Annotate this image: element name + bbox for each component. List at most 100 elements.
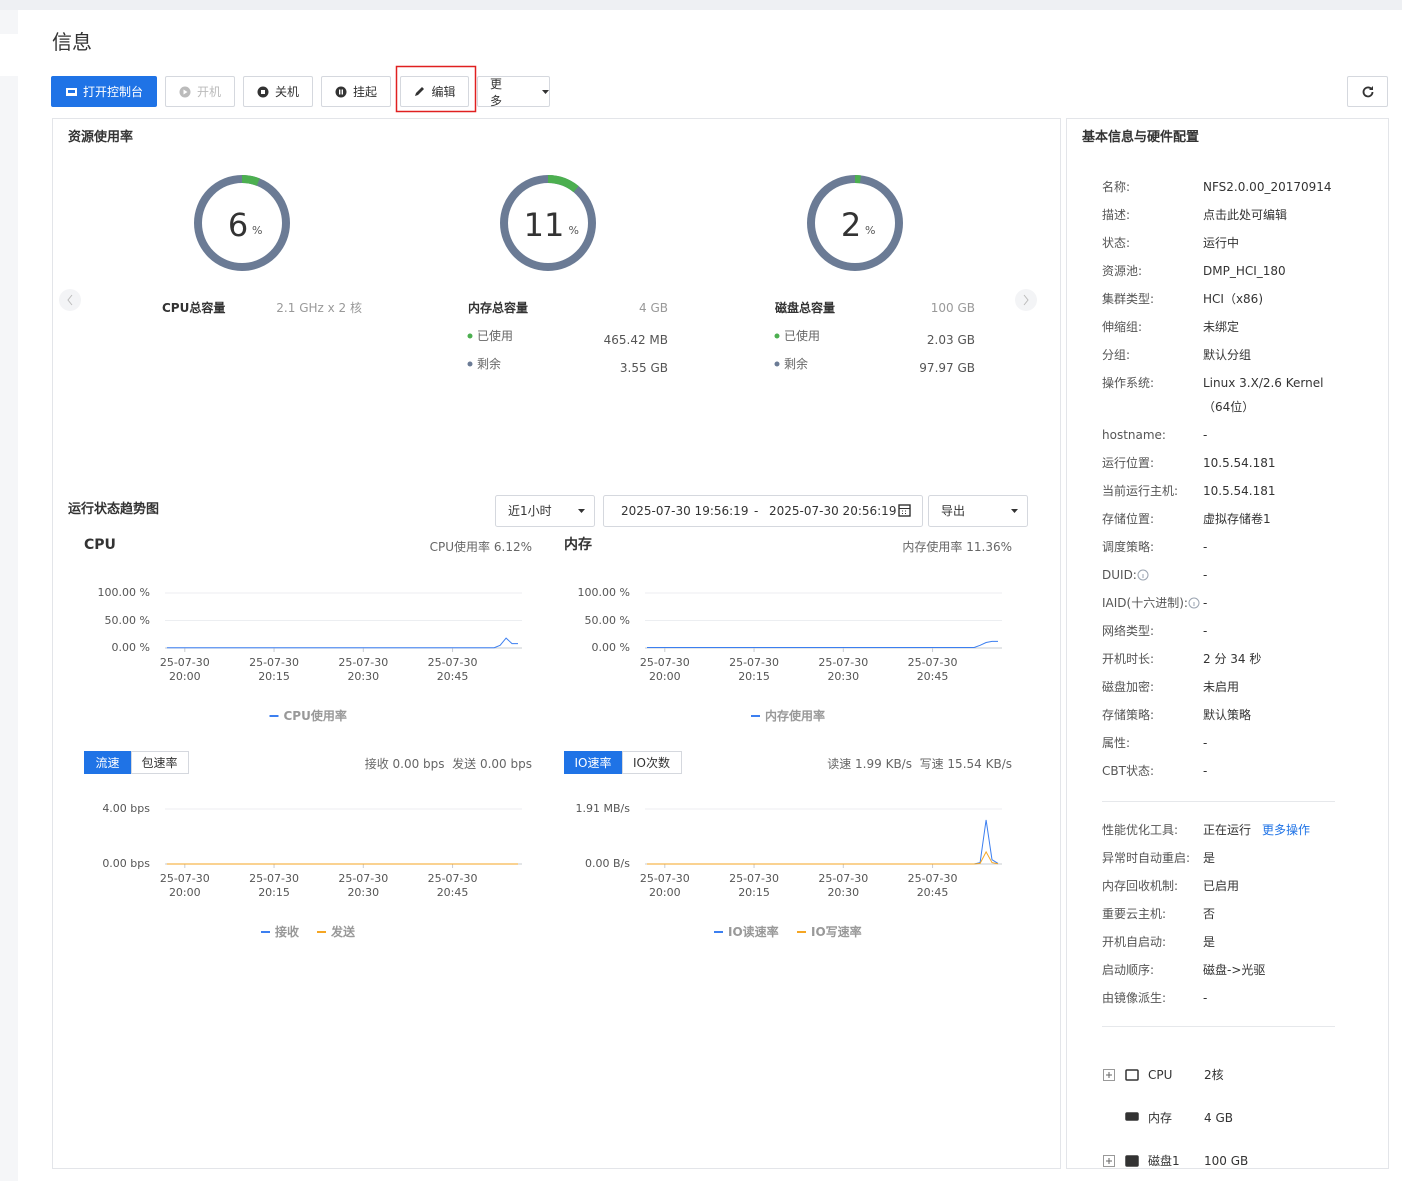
info-value: 正在运行: [1203, 823, 1252, 837]
info-label: 存储位置:: [1102, 512, 1155, 526]
hardware-value: 100 GB: [1204, 1154, 1249, 1168]
info-value: 是: [1203, 935, 1216, 949]
info-label: 属性:: [1102, 736, 1131, 750]
info-label: 状态:: [1102, 236, 1131, 250]
x-tick-label: 25-07-30 20:45: [907, 872, 958, 899]
gauge-total: 4 GB: [639, 301, 668, 315]
x-tick-label: 25-07-30 20:30: [338, 656, 389, 683]
gauge-arc: [807, 175, 903, 271]
x-tick-label: 25-07-30 20:45: [427, 656, 478, 683]
hardware-icon: [1125, 1112, 1139, 1121]
info-value: 磁盘->光驱: [1203, 963, 1266, 977]
period-label: 近1小时: [508, 504, 552, 518]
info-value: -: [1203, 596, 1208, 610]
tab-label: IO次数: [633, 756, 670, 770]
tab[interactable]: [131, 751, 189, 774]
x-tick-label: 25-07-30 20:30: [818, 656, 869, 683]
period-select[interactable]: [495, 495, 595, 527]
info-label: 重要云主机:: [1102, 907, 1167, 921]
y-tick-label: 0.00 B/s: [585, 857, 630, 870]
toolbar-button[interactable]: 编辑: [400, 76, 469, 107]
info-value: -: [1203, 428, 1208, 442]
info-label: 操作系统:: [1102, 376, 1155, 390]
info-value: 未绑定: [1203, 320, 1240, 334]
button-icon: [415, 86, 425, 96]
x-tick-label: 25-07-30 20:00: [159, 656, 210, 683]
export-select[interactable]: [928, 495, 1028, 527]
info-label: 开机时长:: [1102, 652, 1155, 666]
info-value: Linux 3.X/2.6 Kernel（64位）: [1203, 376, 1324, 414]
page-title: 信息: [52, 30, 92, 54]
gauge-unit: %: [252, 224, 263, 237]
legend-label: IO读速率: [728, 925, 779, 939]
chart-title: CPU: [84, 537, 116, 553]
next-arrow[interactable]: [1015, 289, 1037, 311]
date-range[interactable]: [603, 495, 923, 527]
more-link[interactable]: 更多操作: [1262, 823, 1311, 837]
gauge-free-label: 剩余: [477, 357, 502, 371]
range-start: 2025-07-30 19:56:19: [621, 504, 749, 518]
info-label: 描述:: [1102, 208, 1131, 222]
info-label: 分组:: [1102, 348, 1131, 362]
calendar-icon: [898, 504, 911, 517]
info-icon: [1188, 597, 1200, 609]
info-label: 集群类型:: [1102, 292, 1155, 306]
x-tick-label: 25-07-30 20:30: [818, 872, 869, 899]
gauge-value: 6: [227, 206, 249, 244]
gauge-arc: [194, 175, 290, 271]
info-label: 伸缩组:: [1102, 320, 1143, 334]
toolbar-button[interactable]: 开机: [165, 76, 235, 107]
refresh-button[interactable]: [1347, 76, 1388, 107]
hardware-name: 内存: [1148, 1111, 1173, 1125]
hardware-value: 4 GB: [1204, 1111, 1233, 1125]
legend-dot: [774, 361, 780, 367]
gauge-free-value: 3.55 GB: [619, 361, 668, 375]
refresh-icon: [1362, 85, 1373, 97]
right-panel: [1066, 118, 1389, 1169]
info-value: 默认分组: [1203, 348, 1252, 362]
gauge-unit: %: [568, 224, 579, 237]
highlight-box: [395, 65, 477, 113]
gauge-used-label: 已使用: [477, 329, 514, 343]
x-tick-label: 25-07-30 20:30: [338, 872, 389, 899]
hardware-value: 2核: [1204, 1068, 1224, 1082]
toolbar-button[interactable]: 关机: [243, 76, 313, 107]
side-notch: [0, 34, 18, 76]
info-label: 存储策略:: [1102, 708, 1155, 722]
gauge-unit: %: [865, 224, 876, 237]
info-label: DUID:: [1102, 568, 1137, 582]
info-label: 磁盘加密:: [1102, 680, 1155, 694]
gauge-value: 11: [523, 206, 565, 244]
info-label: 当前运行主机:: [1102, 484, 1179, 498]
x-tick-label: 25-07-30 20:15: [729, 656, 780, 683]
toolbar-button[interactable]: 打开控制台: [51, 76, 157, 107]
hardware-icon: [1125, 1069, 1139, 1081]
info-value: 默认策略: [1203, 708, 1252, 722]
range-separator: -: [754, 504, 759, 518]
legend-label: 内存使用率: [765, 709, 826, 723]
export-label: 导出: [941, 504, 966, 518]
prev-arrow[interactable]: [59, 289, 81, 311]
legend-label: 接收: [275, 925, 300, 939]
chart-summary: 接收 0.00 bps 发送 0.00 bps: [364, 757, 532, 771]
tab-label: IO速率: [574, 756, 612, 770]
info-value: 运行中: [1203, 236, 1240, 250]
toolbar-button[interactable]: 更多: [477, 76, 550, 108]
chart-summary: 内存使用率 11.36%: [902, 540, 1012, 554]
gauge-used-value: 465.42 MB: [603, 333, 668, 347]
y-tick-label: 4.00 bps: [102, 802, 150, 815]
toolbar-button[interactable]: 挂起: [321, 76, 391, 107]
y-tick-label: 0.00 %: [591, 641, 630, 654]
button-icon: [257, 86, 269, 97]
info-value: 10.5.54.181: [1203, 484, 1276, 498]
tab-label: 包速率: [141, 756, 178, 770]
side-strip: [0, 10, 18, 1181]
button-label: 编辑: [431, 85, 456, 99]
info-value: 已启用: [1203, 879, 1240, 893]
tab[interactable]: [622, 751, 682, 774]
y-tick-label: 50.00 %: [104, 613, 150, 627]
legend-label: IO写速率: [811, 925, 862, 939]
caret: [541, 89, 549, 94]
x-tick-label: 25-07-30 20:00: [639, 872, 690, 899]
